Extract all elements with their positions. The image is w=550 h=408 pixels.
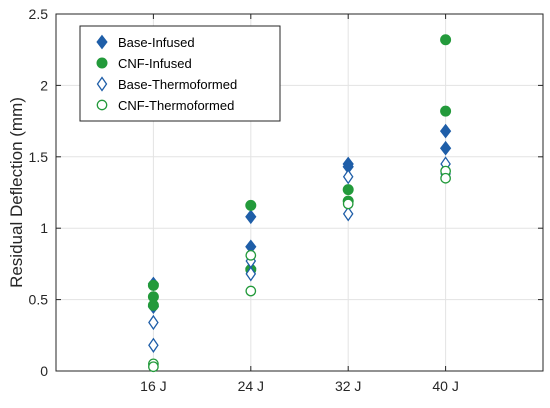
data-point <box>245 209 257 225</box>
legend-label: Base-Infused <box>118 35 195 50</box>
x-tick-label: 32 J <box>335 378 361 394</box>
data-point <box>245 199 257 211</box>
data-point <box>342 169 354 185</box>
data-point <box>245 266 257 282</box>
data-point <box>440 105 452 117</box>
data-point <box>440 172 451 184</box>
y-tick-label: 2.5 <box>29 6 49 22</box>
data-points <box>147 34 452 373</box>
legend-label: CNF-Thermoformed <box>118 98 234 113</box>
x-tick-label: 40 J <box>432 378 458 394</box>
x-tick-label: 24 J <box>238 378 264 394</box>
data-point <box>148 314 159 331</box>
legend-box <box>79 25 281 122</box>
data-point <box>342 198 354 210</box>
data-point <box>147 279 159 291</box>
y-axis-title: Residual Deflection (mm) <box>7 97 26 288</box>
data-point <box>439 140 452 156</box>
legend-marker <box>96 76 108 92</box>
data-point <box>245 285 257 297</box>
y-tick-label: 0.5 <box>29 292 49 308</box>
y-tick-label: 1.5 <box>29 149 49 165</box>
data-point <box>439 123 452 139</box>
data-point <box>147 299 159 311</box>
data-point <box>148 337 159 353</box>
data-point <box>342 206 354 222</box>
legend-marker <box>96 99 108 111</box>
data-point <box>440 34 452 46</box>
y-tick-label: 1 <box>40 220 48 236</box>
legend-marker <box>96 34 108 50</box>
legend: Base-Infused CNF-Infused Base-Thermoformed… <box>79 25 281 122</box>
y-tick-label: 0 <box>40 363 48 379</box>
plot-frame <box>55 13 544 372</box>
series-cnf-thermoformed <box>148 165 451 373</box>
data-point <box>342 184 354 196</box>
legend-marker <box>96 57 108 69</box>
legend-label: CNF-Infused <box>118 56 192 71</box>
data-point <box>148 361 159 373</box>
legend-label: Base-Thermoformed <box>118 77 237 92</box>
x-tick-label: 16 J <box>140 378 166 394</box>
y-tick-label: 2 <box>40 77 48 93</box>
data-point <box>245 249 257 261</box>
axis-ticks: 0 0.5 1 1.5 2 2.5 16 J 24 J 32 J 40 J <box>29 6 543 394</box>
